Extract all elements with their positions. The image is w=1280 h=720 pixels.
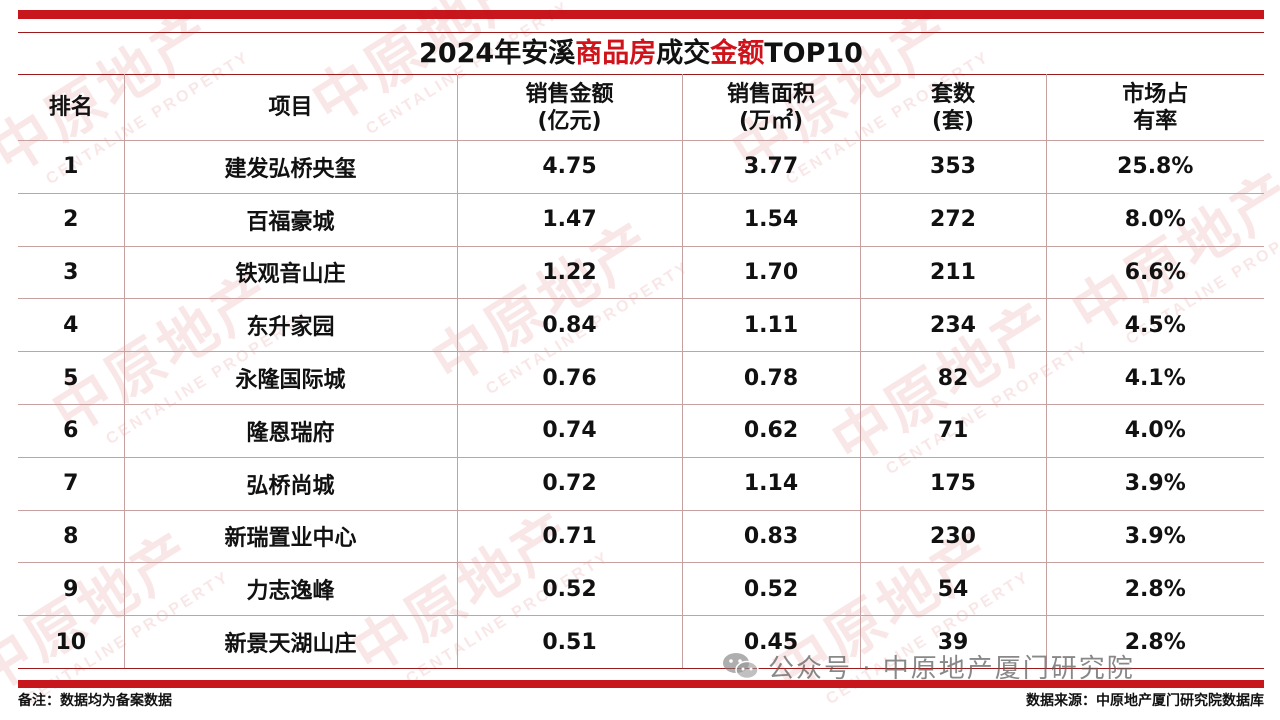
units-cell: 71 [859, 403, 1047, 458]
rank-cell: 9 [18, 562, 125, 617]
header-rank: 排名 [18, 74, 125, 141]
project-cell: 新景天湖山庄 [123, 615, 458, 669]
table-row: 9 力志逸峰 0.52 0.52 54 2.8% [18, 562, 1264, 617]
table-row: 4 东升家园 0.84 1.11 234 4.5% [18, 298, 1264, 353]
top-red-bar [18, 10, 1264, 19]
project-cell: 新瑞置业中心 [123, 509, 458, 564]
page-title: 2024年安溪商品房成交金额TOP10 [419, 38, 863, 69]
project-cell: 弘桥尚城 [123, 456, 458, 511]
units-cell: 39 [859, 615, 1047, 669]
area-cell: 0.45 [681, 615, 861, 669]
table-row: 5 永隆国际城 0.76 0.78 82 4.1% [18, 351, 1264, 405]
units-cell: 211 [859, 245, 1047, 300]
table-header-row: 排名 项目 销售金额 (亿元) 销售面积 (万㎡) 套数 (套) 市场占 有率 [18, 74, 1264, 141]
share-cell: 4.5% [1045, 298, 1264, 353]
share-cell: 4.1% [1045, 351, 1264, 405]
amount-cell: 0.71 [456, 509, 683, 564]
table-row: 8 新瑞置业中心 0.71 0.83 230 3.9% [18, 509, 1264, 564]
rank-cell: 6 [18, 403, 125, 458]
header-sales-amount: 销售金额 (亿元) [456, 74, 683, 141]
footnote-remark: 备注：数据均为备案数据 [18, 693, 172, 709]
header-project: 项目 [123, 74, 458, 141]
wechat-account-overlay: 公众号 · 中原地产厦门研究院 [722, 650, 1135, 684]
header-sales-area: 销售面积 (万㎡) [681, 74, 861, 141]
area-cell: 3.77 [681, 140, 861, 194]
share-cell: 4.0% [1045, 403, 1264, 458]
top-divider [18, 32, 1264, 33]
rank-cell: 3 [18, 245, 125, 300]
table-row: 7 弘桥尚城 0.72 1.14 175 3.9% [18, 456, 1264, 511]
table-row: 1 建发弘桥央玺 4.75 3.77 353 25.8% [18, 140, 1264, 194]
rank-cell: 2 [18, 192, 125, 247]
project-cell: 铁观音山庄 [123, 245, 458, 300]
amount-cell: 0.84 [456, 298, 683, 353]
rank-cell: 5 [18, 351, 125, 405]
area-cell: 0.83 [681, 509, 861, 564]
amount-cell: 0.74 [456, 403, 683, 458]
rank-cell: 1 [18, 140, 125, 194]
wechat-icon [722, 651, 760, 681]
table-row: 2 百福豪城 1.47 1.54 272 8.0% [18, 192, 1264, 247]
units-cell: 54 [859, 562, 1047, 617]
project-cell: 隆恩瑞府 [123, 403, 458, 458]
table-row: 6 隆恩瑞府 0.74 0.62 71 4.0% [18, 403, 1264, 458]
amount-cell: 0.51 [456, 615, 683, 669]
share-cell: 2.8% [1045, 615, 1264, 669]
rank-cell: 10 [18, 615, 125, 669]
project-cell: 建发弘桥央玺 [123, 140, 458, 194]
share-cell: 25.8% [1045, 140, 1264, 194]
bottom-red-bar [18, 680, 1264, 688]
project-cell: 百福豪城 [123, 192, 458, 247]
area-cell: 0.62 [681, 403, 861, 458]
rank-cell: 4 [18, 298, 125, 353]
share-cell: 6.6% [1045, 245, 1264, 300]
amount-cell: 0.52 [456, 562, 683, 617]
share-cell: 2.8% [1045, 562, 1264, 617]
amount-cell: 1.47 [456, 192, 683, 247]
units-cell: 82 [859, 351, 1047, 405]
area-cell: 1.11 [681, 298, 861, 353]
units-cell: 353 [859, 140, 1047, 194]
amount-cell: 0.72 [456, 456, 683, 511]
share-cell: 3.9% [1045, 509, 1264, 564]
share-cell: 8.0% [1045, 192, 1264, 247]
area-cell: 1.54 [681, 192, 861, 247]
area-cell: 1.70 [681, 245, 861, 300]
units-cell: 175 [859, 456, 1047, 511]
rank-cell: 7 [18, 456, 125, 511]
ranking-table: 排名 项目 销售金额 (亿元) 销售面积 (万㎡) 套数 (套) 市场占 有率 1 建发弘… [18, 74, 1264, 669]
amount-cell: 4.75 [456, 140, 683, 194]
wechat-account-name: 公众号 · 中原地产厦门研究院 [768, 653, 1135, 684]
share-cell: 3.9% [1045, 456, 1264, 511]
table-row: 10 新景天湖山庄 0.51 0.45 39 2.8% [18, 615, 1264, 669]
area-cell: 0.78 [681, 351, 861, 405]
amount-cell: 0.76 [456, 351, 683, 405]
area-cell: 0.52 [681, 562, 861, 617]
header-units: 套数 (套) [859, 74, 1047, 141]
header-market-share: 市场占 有率 [1045, 74, 1264, 141]
project-cell: 永隆国际城 [123, 351, 458, 405]
units-cell: 272 [859, 192, 1047, 247]
project-cell: 东升家园 [123, 298, 458, 353]
amount-cell: 1.22 [456, 245, 683, 300]
area-cell: 1.14 [681, 456, 861, 511]
footnote-source: 数据来源：中原地产厦门研究院数据库 [1026, 693, 1264, 709]
rank-cell: 8 [18, 509, 125, 564]
table-row: 3 铁观音山庄 1.22 1.70 211 6.6% [18, 245, 1264, 300]
units-cell: 234 [859, 298, 1047, 353]
units-cell: 230 [859, 509, 1047, 564]
project-cell: 力志逸峰 [123, 562, 458, 617]
